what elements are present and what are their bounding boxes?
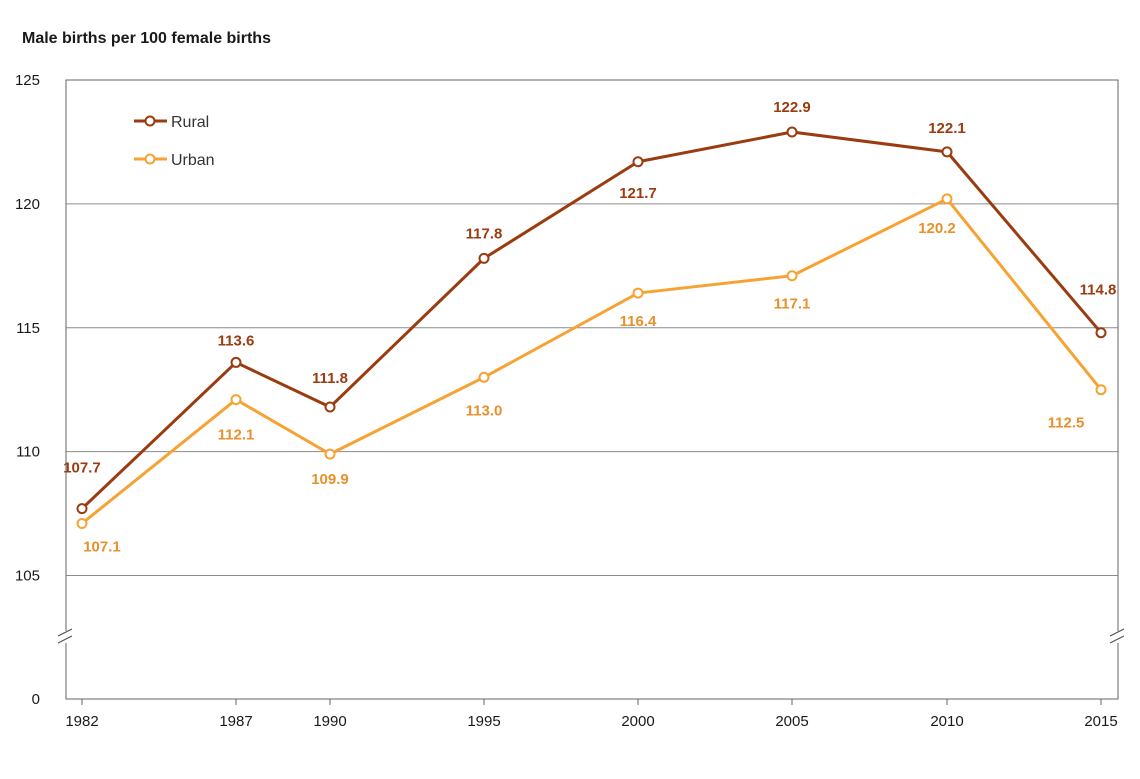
data-label-urban: 116.4 [620, 313, 657, 330]
x-tick-label: 2000 [621, 713, 654, 730]
y-tick-label: 115 [16, 320, 40, 337]
legend-marker-urban [144, 153, 156, 165]
x-tick-label: 1990 [313, 713, 346, 730]
data-point-urban [632, 287, 644, 299]
data-label-rural: 121.7 [619, 185, 657, 202]
data-label-rural: 117.8 [466, 225, 503, 242]
axis-break-mark [1109, 635, 1125, 644]
axis-break-mark [57, 635, 73, 644]
data-label-urban: 120.2 [918, 220, 956, 237]
series-line-urban [81, 197, 1103, 525]
x-tick-label: 2010 [930, 713, 963, 730]
data-point-rural [632, 156, 644, 168]
legend: Rural Urban [134, 114, 215, 169]
data-point-rural [1095, 327, 1107, 339]
gridlines [66, 203, 1118, 576]
data-labels: 107.7 113.6 111.8 117.8 121.7 122.9 122.1 114.8… [63, 99, 1116, 555]
data-point-rural [786, 126, 798, 138]
data-label-urban: 117.1 [774, 296, 811, 313]
y-tick-label: 110 [16, 444, 40, 461]
plot-border [65, 79, 1119, 700]
series-layer [76, 126, 1107, 529]
legend-marker-rural [144, 115, 156, 127]
axis-break-mark [57, 628, 73, 637]
data-point-urban [941, 193, 953, 205]
x-tick-label: 1982 [65, 713, 98, 730]
data-point-urban [478, 371, 490, 383]
data-label-rural: 122.1 [928, 120, 966, 137]
data-label-urban: 113.0 [466, 402, 503, 419]
data-label-urban: 112.5 [1048, 415, 1085, 432]
series-line-rural [80, 130, 1103, 510]
data-label-urban: 112.1 [218, 427, 255, 444]
y-tick-label: 125 [15, 72, 40, 89]
data-label-rural: 107.7 [63, 460, 101, 477]
data-point-urban [1095, 384, 1107, 396]
legend-label-urban: Urban [171, 152, 215, 169]
data-point-rural [941, 146, 953, 158]
data-point-urban [76, 517, 88, 529]
y-tick-label: 120 [15, 196, 40, 213]
data-point-urban [324, 448, 336, 460]
data-label-urban: 107.1 [83, 538, 121, 555]
data-label-rural: 111.8 [312, 370, 348, 387]
y-tick-label: 105 [15, 568, 40, 585]
data-label-rural: 113.6 [218, 332, 255, 349]
data-point-rural [230, 356, 242, 368]
plot-frame [57, 79, 1125, 700]
axis-break-mark [1109, 628, 1125, 637]
data-point-urban [230, 394, 242, 406]
legend-label-rural: Rural [171, 114, 209, 131]
data-point-urban [786, 270, 798, 282]
data-label-rural: 122.9 [773, 99, 811, 116]
data-point-rural [478, 252, 490, 264]
data-point-rural [76, 503, 88, 515]
x-tick-label: 1987 [219, 713, 252, 730]
data-label-urban: 109.9 [311, 471, 349, 488]
x-tick-label: 2005 [775, 713, 808, 730]
x-tick-label: 2015 [1084, 713, 1117, 730]
y-tick-label: 0 [32, 691, 40, 708]
data-point-rural [324, 401, 336, 413]
chart-title: Male births per 100 female births [22, 30, 271, 47]
data-label-rural: 114.8 [1080, 282, 1117, 299]
axis-ticks: 125 120 115 110 105 0 1982 1987 1990 1995 2000 2005… [15, 72, 1118, 730]
x-tick-label: 1995 [467, 713, 500, 730]
